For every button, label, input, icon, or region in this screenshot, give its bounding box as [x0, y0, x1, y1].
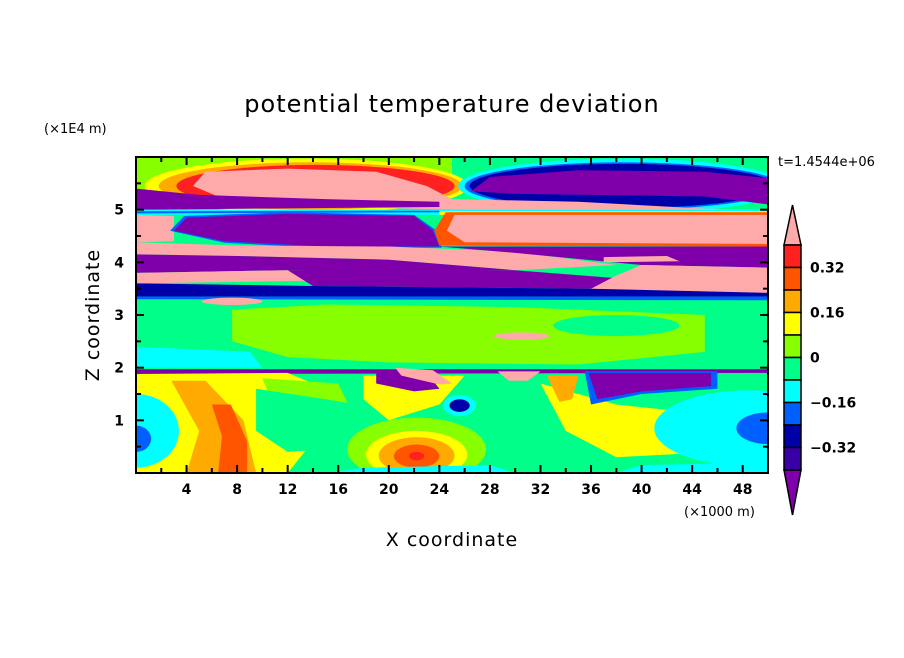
x-tick-label: 32: [531, 482, 550, 498]
chart-title: potential temperature deviation: [244, 90, 659, 118]
x-tick-label: 16: [328, 482, 347, 498]
x-tick-label: 20: [379, 482, 399, 498]
y-tick-label: 1: [114, 413, 124, 429]
colorbar-swatch: [783, 446, 802, 471]
x-tick-label: 44: [682, 482, 702, 498]
contour-region: [136, 210, 440, 214]
contour-region: [136, 296, 768, 301]
y-tick-label: 3: [114, 308, 124, 324]
colorbar-extend-min: [783, 469, 802, 516]
contour-region: [325, 465, 516, 473]
colorbar-swatch: [783, 311, 802, 336]
time-label: t=1.4544e+06: [778, 155, 875, 170]
x-tick-label: 24: [430, 482, 450, 498]
x-tick-label: 48: [733, 482, 752, 498]
contour-region: [136, 242, 617, 271]
colorbar-swatch: [783, 289, 802, 314]
contour-region: [211, 404, 248, 473]
colorbar-tick-label: 0.32: [810, 261, 845, 277]
contour-region: [136, 346, 263, 368]
colorbar-tick-label: −0.32: [810, 441, 856, 457]
contour-region: [493, 332, 550, 340]
x-tick-label: 4: [182, 482, 192, 498]
contour-region: [363, 375, 465, 421]
colorbar-swatch: [783, 424, 802, 449]
contour-region: [136, 283, 768, 297]
colorbar-swatch: [783, 401, 802, 426]
contour-region: [136, 254, 516, 273]
contour-field: [136, 157, 768, 473]
colorbar-tick-label: 0.16: [810, 306, 845, 322]
contour-region: [449, 399, 470, 412]
contour-region: [446, 214, 768, 244]
contour-region: [136, 214, 174, 243]
colorbar-swatch: [783, 334, 802, 359]
contour-region: [136, 270, 313, 284]
contour-region: [287, 270, 617, 289]
contour-region: [136, 394, 179, 468]
colorbar-tick-label: −0.16: [810, 396, 856, 412]
contour-region: [553, 315, 680, 337]
contour-region: [471, 170, 768, 205]
axis-ticks: [136, 157, 768, 473]
contour-region: [439, 246, 768, 268]
y-tick-label: 4: [114, 255, 124, 271]
colorbar-swatch: [783, 266, 802, 291]
y-tick-label: 2: [114, 361, 124, 377]
contour-region: [173, 213, 440, 247]
contour-region: [497, 371, 541, 381]
colorbar-tick-label: 0: [810, 351, 820, 367]
contour-region: [515, 265, 768, 297]
contour-region: [546, 375, 579, 402]
x-tick-label: 36: [581, 482, 600, 498]
contour-region: [654, 390, 768, 467]
contour-region: [136, 188, 440, 210]
y-tick-labels: 1 2 3 4 5: [114, 203, 124, 430]
y-tick-label: 5: [114, 203, 124, 219]
colorbar-extend-max: [783, 204, 802, 246]
contour-region: [588, 372, 712, 400]
contour-region: [603, 256, 680, 263]
x-tick-labels: 4 8 12 16 20 24 28 32 36 40 44 48: [182, 482, 753, 498]
y-axis-label: Z coordinate: [82, 249, 104, 381]
x-tick-label: 12: [278, 482, 297, 498]
y-unit-label: (×1E4 m): [44, 122, 107, 137]
x-tick-label: 40: [632, 482, 652, 498]
x-axis-label: X coordinate: [386, 529, 518, 551]
colorbar-swatch: [783, 244, 802, 269]
colorbar-swatch: [783, 356, 802, 381]
contour-region: [409, 451, 425, 461]
contour-region: [201, 297, 263, 305]
colorbar: 0.32 0.16 0 −0.16 −0.32: [783, 204, 856, 516]
x-tick-label: 28: [480, 482, 499, 498]
colorbar-swatch: [783, 379, 802, 404]
contour-region: [395, 367, 452, 385]
x-unit-label: (×1000 m): [684, 505, 755, 520]
contour-region: [136, 425, 152, 452]
x-tick-label: 8: [232, 482, 242, 498]
